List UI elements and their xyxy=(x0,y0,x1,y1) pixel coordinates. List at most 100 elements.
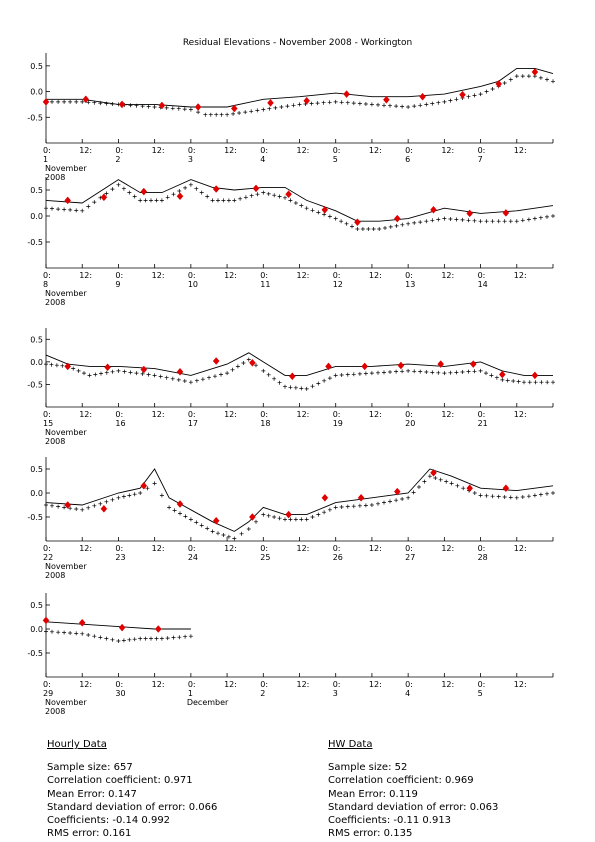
day-label: 14 xyxy=(478,280,488,289)
x-tick-label: 0: xyxy=(333,680,341,689)
x-tick-label: 0: xyxy=(115,410,123,419)
day-label: 18 xyxy=(260,419,270,428)
x-tick-label: 0: xyxy=(478,271,486,280)
observed-point xyxy=(121,186,126,191)
stats-hw: HW Data Sample size: 52 Correlation coef… xyxy=(328,738,498,840)
observed-point xyxy=(382,500,386,505)
day-label: 3 xyxy=(333,689,338,698)
observed-point xyxy=(333,216,338,221)
observed-point xyxy=(207,375,211,380)
observed-point xyxy=(277,516,282,521)
observed-point xyxy=(188,107,193,112)
x-tick-label: 0: xyxy=(43,680,51,689)
observed-point xyxy=(86,204,91,209)
observed-point xyxy=(424,219,429,224)
day-label: 25 xyxy=(260,553,270,562)
observed-point xyxy=(80,507,85,512)
observed-point xyxy=(243,110,248,115)
observed-point xyxy=(116,639,121,643)
observed-point xyxy=(412,104,417,109)
y-tick-label: 0.5 xyxy=(30,62,43,71)
month-label: November xyxy=(45,164,87,173)
observed-point xyxy=(309,101,314,106)
observed-point xyxy=(369,371,374,376)
observed-point xyxy=(110,102,115,106)
observed-point xyxy=(321,100,326,105)
day-label: 20 xyxy=(405,419,415,428)
high-water-marker xyxy=(354,218,361,227)
high-water-marker xyxy=(64,362,72,371)
x-tick-label: 0: xyxy=(188,544,196,553)
day-label: 22 xyxy=(43,553,53,562)
x-tick-label: 12: xyxy=(441,544,454,553)
observed-point xyxy=(472,491,477,495)
high-water-marker xyxy=(419,92,426,101)
observed-point xyxy=(127,493,132,498)
observed-point xyxy=(99,371,103,376)
observed-point xyxy=(442,371,447,376)
observed-point xyxy=(484,89,489,94)
day-label: 19 xyxy=(333,419,343,428)
high-water-marker xyxy=(252,184,260,193)
observed-point xyxy=(514,219,519,224)
observed-point xyxy=(68,631,73,635)
high-water-marker xyxy=(176,192,184,201)
observed-point xyxy=(164,105,169,110)
observed-point xyxy=(478,493,483,498)
observed-point xyxy=(511,379,516,383)
observed-point xyxy=(472,218,477,223)
observed-point xyxy=(400,104,405,109)
observed-point xyxy=(56,99,61,104)
observed-point xyxy=(188,380,193,385)
observed-point xyxy=(221,198,226,203)
observed-point xyxy=(132,637,137,642)
x-tick-label: 0: xyxy=(333,410,341,419)
high-water-marker xyxy=(154,625,162,633)
y-tick-label: 0.0 xyxy=(30,88,43,97)
observed-point xyxy=(104,499,109,504)
observed-point xyxy=(285,104,290,109)
observed-point xyxy=(466,218,471,223)
observed-point xyxy=(400,497,405,501)
observed-point xyxy=(145,486,150,491)
observed-point xyxy=(369,503,374,507)
observed-point xyxy=(293,517,298,522)
observed-point xyxy=(412,220,417,225)
observed-point xyxy=(388,224,393,229)
observed-point xyxy=(394,369,399,374)
observed-point xyxy=(121,638,126,643)
observed-point xyxy=(406,105,411,109)
observed-point xyxy=(494,375,499,380)
x-tick-label: 12: xyxy=(152,410,165,419)
day-label: 10 xyxy=(188,280,198,289)
x-tick-label: 12: xyxy=(152,271,165,280)
observed-point xyxy=(394,223,399,228)
observed-point xyxy=(449,481,454,486)
month-label: November xyxy=(45,289,87,298)
y-tick-label: -0.5 xyxy=(27,380,43,389)
observed-point xyxy=(93,372,98,377)
observed-point xyxy=(266,372,271,377)
next-month-label: December xyxy=(187,698,229,707)
high-water-marker xyxy=(118,100,126,109)
observed-point xyxy=(376,370,380,375)
x-tick-label: 0: xyxy=(405,271,413,280)
observed-point xyxy=(104,101,109,106)
y-tick-label: 0.0 xyxy=(30,212,43,221)
observed-point xyxy=(448,217,453,221)
x-tick-label: 12: xyxy=(441,410,454,419)
observed-point xyxy=(231,111,236,116)
high-water-marker xyxy=(249,358,256,367)
high-water-marker xyxy=(343,90,350,98)
observed-point xyxy=(208,112,213,117)
observed-point xyxy=(322,212,327,217)
x-tick-label: 0: xyxy=(405,410,413,419)
observed-point xyxy=(333,373,338,378)
observed-point xyxy=(472,93,477,98)
observed-point xyxy=(288,198,293,203)
observed-point xyxy=(246,527,251,531)
observed-point xyxy=(134,103,139,108)
observed-point xyxy=(339,373,344,377)
observed-point xyxy=(68,207,73,212)
high-water-marker xyxy=(212,516,220,525)
